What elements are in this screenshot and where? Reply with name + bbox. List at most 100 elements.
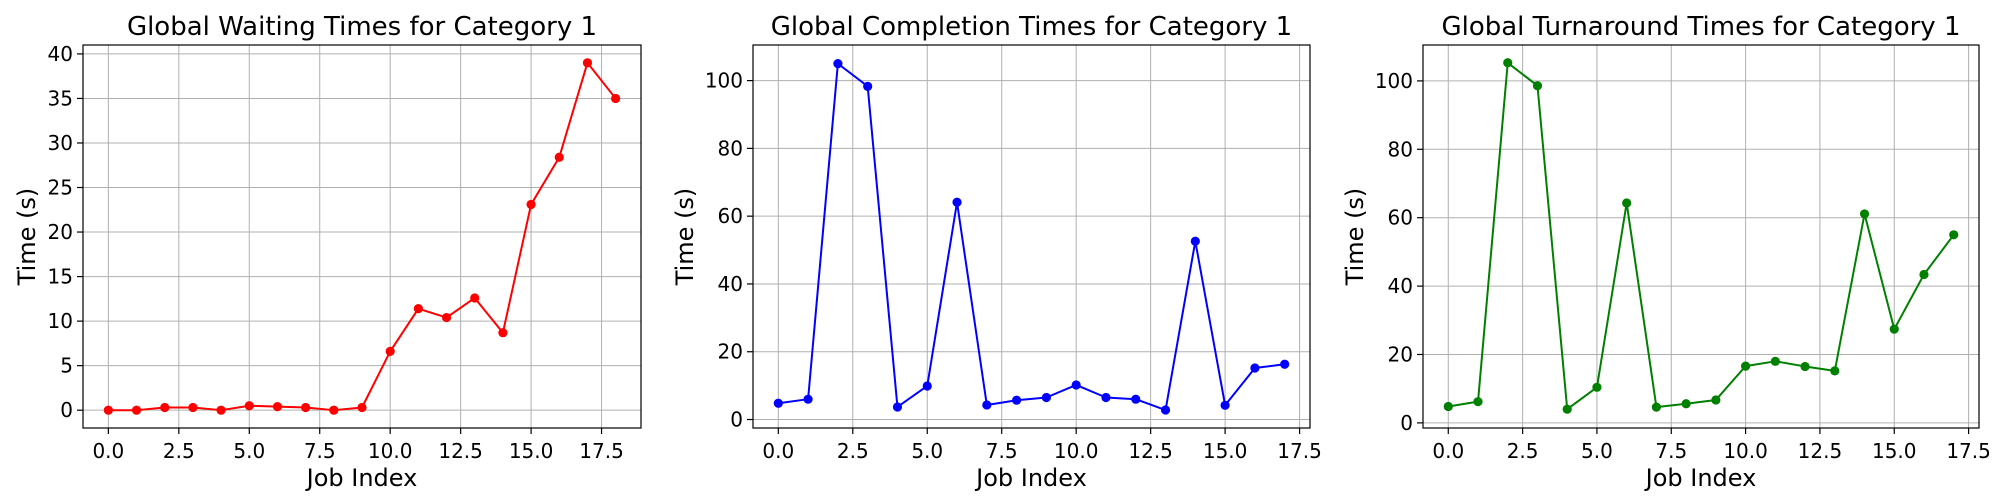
y-tick-label: 80 — [718, 136, 743, 160]
x-tick-label: 7.5 — [304, 439, 336, 463]
y-tick-label: 80 — [1388, 137, 1413, 161]
x-tick-label: 2.5 — [163, 439, 195, 463]
data-point — [1859, 209, 1870, 219]
data-point — [1919, 269, 1929, 280]
data-point — [554, 152, 564, 162]
x-tick-label: 5.0 — [1581, 439, 1613, 463]
x-tick-label: 10.0 — [368, 439, 413, 463]
data-point — [803, 394, 813, 404]
y-tick-label: 60 — [718, 204, 743, 228]
plot-frame — [1422, 44, 1980, 429]
y-tick-label: 20 — [48, 220, 73, 244]
data-point — [611, 93, 621, 104]
series-line — [1448, 61, 1955, 411]
data-point — [188, 402, 198, 413]
x-tick-label: 17.5 — [579, 439, 624, 463]
data-point — [1949, 230, 1959, 240]
data-point — [498, 328, 508, 338]
chart-title: Global Waiting Times for Category 1 — [127, 12, 597, 42]
data-point — [1443, 401, 1453, 412]
data-point — [470, 293, 480, 303]
grid — [83, 45, 641, 428]
y-tick-label: 20 — [718, 340, 743, 364]
x-tick-label: 2.5 — [1507, 439, 1539, 463]
data-point — [1562, 404, 1572, 414]
data-point — [1622, 198, 1632, 208]
y-tick-label: 15 — [48, 265, 73, 289]
data-point — [1830, 366, 1840, 376]
grid — [753, 45, 1310, 428]
data-point — [1160, 405, 1171, 415]
turnaround-times-chart: Global Turnaround Times for Category 1 J… — [1341, 12, 1991, 492]
plot-frame — [752, 44, 1311, 429]
data-point — [441, 312, 452, 323]
x-tick-label: 0.0 — [1432, 439, 1464, 463]
x-tick-label: 12.5 — [438, 439, 483, 463]
x-tick-label: 7.5 — [1655, 439, 1687, 463]
data-point — [1800, 361, 1810, 372]
data-point — [1071, 380, 1081, 390]
y-tick-label: 25 — [48, 176, 73, 200]
data-point — [1101, 392, 1111, 403]
x-axis-label: Job Index — [1644, 464, 1757, 492]
x-tick-label: 15.0 — [1203, 439, 1248, 463]
data-point — [1190, 236, 1200, 246]
data-point — [1280, 359, 1290, 369]
y-tick-label: 5 — [60, 354, 73, 378]
y-tick-label: 0 — [60, 398, 73, 422]
x-tick-label: 10.0 — [1054, 439, 1099, 463]
data-point — [773, 398, 783, 408]
y-tick-label: 100 — [705, 69, 743, 93]
data-point — [833, 59, 843, 69]
x-axis-label: Job Index — [305, 464, 418, 492]
data-point — [329, 405, 339, 415]
y-tick-label: 100 — [1375, 69, 1413, 93]
x-tick-label: 7.5 — [986, 439, 1018, 463]
x-tick-label: 0.0 — [92, 439, 124, 463]
waiting-times-chart: Global Waiting Times for Category 1 Job … — [13, 12, 642, 492]
data-point — [103, 405, 113, 415]
data-point — [982, 400, 992, 410]
data-point — [385, 346, 395, 356]
y-tick-label: 20 — [1388, 342, 1413, 366]
y-tick-label: 0 — [1400, 411, 1413, 435]
data-point — [1592, 382, 1602, 392]
data-point — [952, 197, 962, 207]
data-point — [1532, 81, 1543, 91]
data-point — [216, 405, 226, 415]
completion-times-chart: Global Completion Times for Category 1 J… — [671, 12, 1322, 492]
data-point — [863, 81, 873, 91]
y-tick-label: 30 — [48, 131, 73, 155]
x-tick-label: 5.0 — [233, 439, 265, 463]
data-point — [160, 402, 170, 413]
y-tick-label: 40 — [718, 272, 743, 296]
x-tick-label: 15.0 — [509, 439, 554, 463]
data-point — [892, 402, 903, 412]
x-tick-label: 10.0 — [1723, 439, 1768, 463]
x-tick-label: 12.5 — [1798, 439, 1843, 463]
data-point — [1681, 399, 1691, 409]
data-point — [357, 402, 367, 413]
y-tick-label: 0 — [730, 408, 743, 432]
data-point — [131, 405, 142, 415]
data-point — [1889, 324, 1899, 334]
y-tick-label: 40 — [48, 42, 73, 66]
chart-title: Global Turnaround Times for Category 1 — [1441, 12, 1960, 42]
data-point — [1012, 395, 1022, 405]
x-tick-label: 15.0 — [1872, 439, 1917, 463]
data-point — [582, 58, 593, 68]
x-tick-label: 2.5 — [837, 439, 869, 463]
y-axis-label: Time (s) — [13, 188, 41, 287]
x-tick-label: 17.5 — [1946, 439, 1991, 463]
data-point — [301, 402, 311, 413]
data-point — [526, 199, 536, 210]
y-tick-label: 60 — [1388, 206, 1413, 230]
chart-title: Global Completion Times for Category 1 — [771, 12, 1292, 42]
data-point — [1220, 400, 1230, 410]
data-point — [1503, 58, 1513, 68]
data-point — [1473, 397, 1483, 407]
data-point — [1711, 395, 1721, 405]
data-point — [922, 381, 932, 391]
plot-frame — [82, 44, 642, 429]
